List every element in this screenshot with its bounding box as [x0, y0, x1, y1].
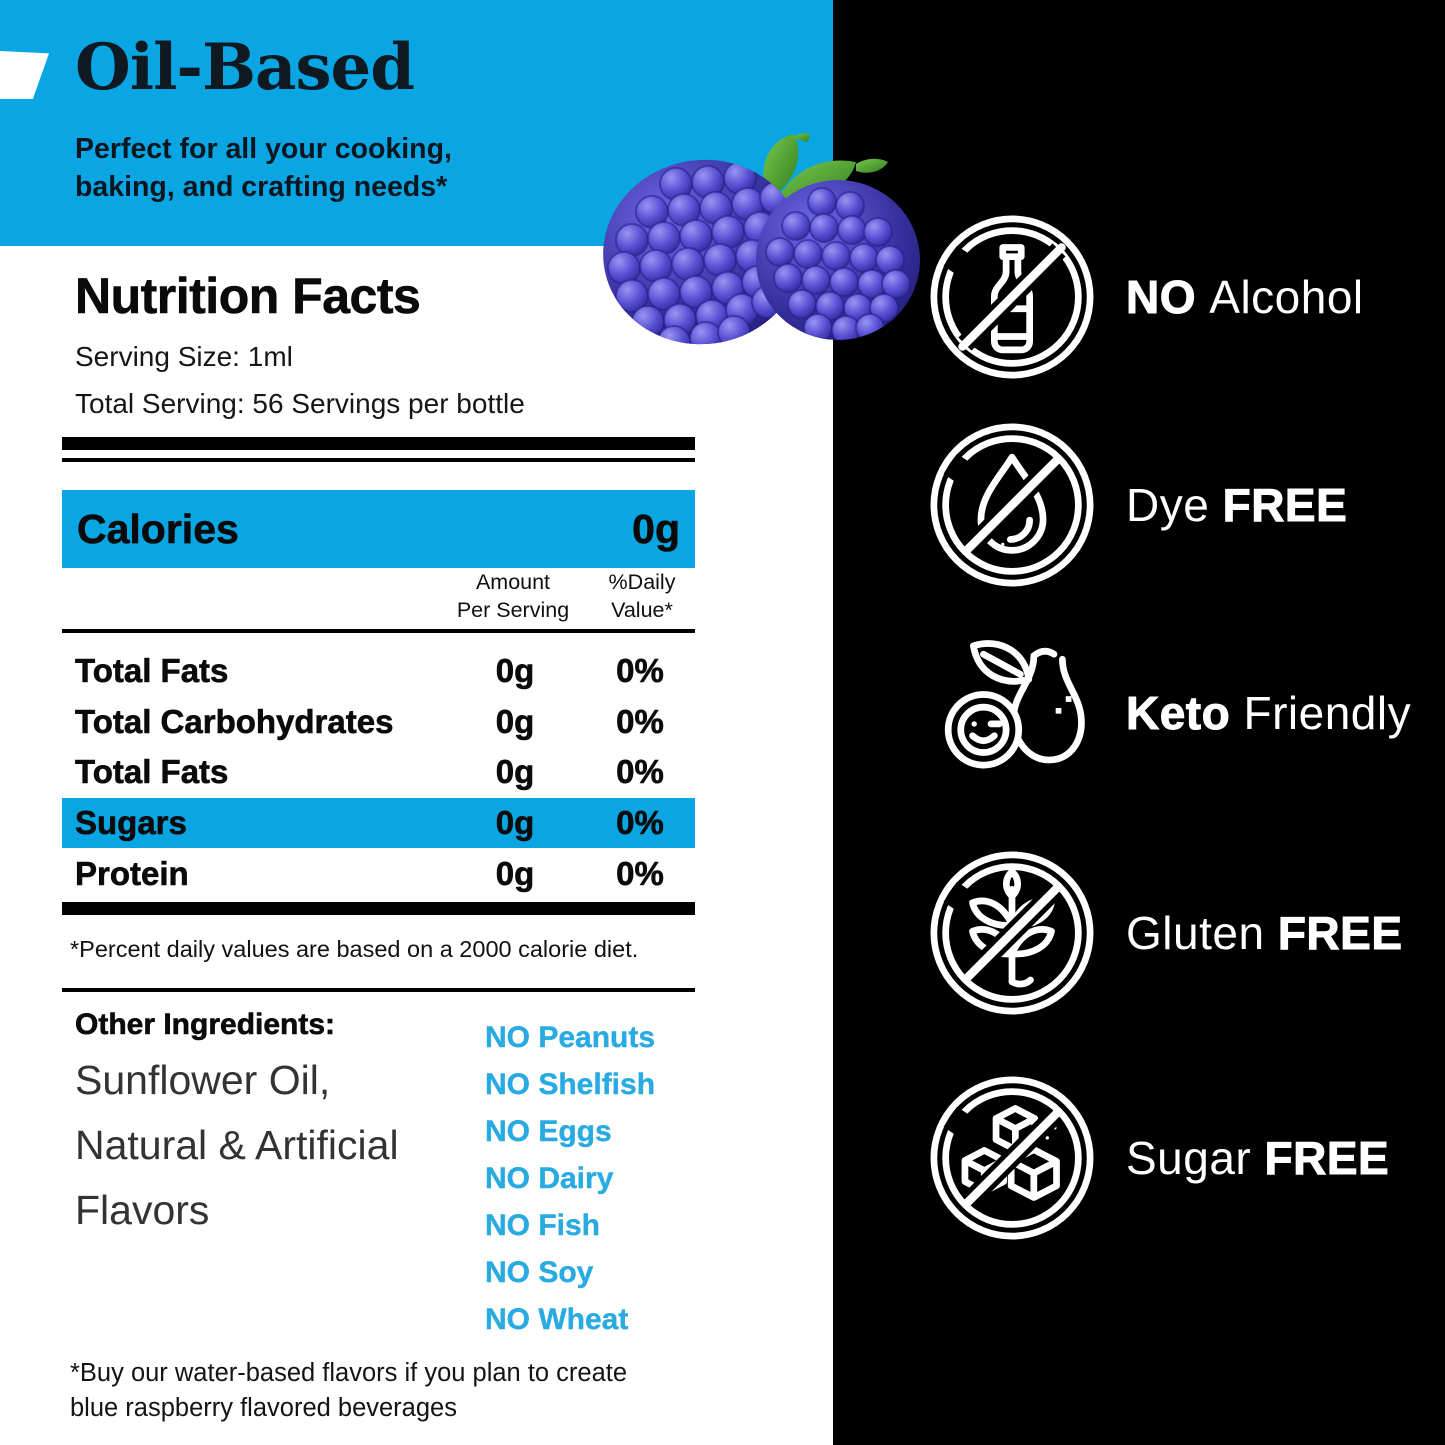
nutrient-amount: 0g — [495, 804, 535, 842]
nutrient-amount: 0g — [495, 854, 535, 892]
sugar-free-icon — [928, 1074, 1096, 1242]
nutrition-facts-title: Nutrition Facts — [75, 268, 421, 325]
calories-value: 0g — [632, 505, 680, 552]
allergen-item: NO Soy — [485, 1256, 594, 1289]
nutrient-label: Protein — [75, 854, 189, 892]
nutrient-label: Total Carbohydrates — [75, 702, 394, 741]
no-alcohol-icon — [928, 213, 1096, 381]
keto-friendly-icon — [928, 629, 1096, 797]
badges-panel: NO Alcohol Dye FREE Keto Friendly Gluten… — [833, 0, 1445, 1445]
nutrient-label: Sugars — [75, 804, 187, 842]
dye-free-icon — [928, 421, 1096, 589]
calories-label: Calories — [77, 505, 239, 552]
daily-value-footnote: *Percent daily values are based on a 200… — [70, 936, 639, 962]
badge-row: NO Alcohol — [833, 212, 1445, 382]
banner-subtitle: Perfect for all your cooking, baking, an… — [75, 133, 452, 203]
badge-label-part: Keto — [1126, 687, 1244, 740]
nutrient-amount: 0g — [495, 702, 535, 741]
allergen-item: NO Dairy — [485, 1162, 614, 1195]
ingredient-line: Flavors — [75, 1187, 210, 1233]
table-row: Total Fats 0g 0% — [62, 646, 695, 697]
nutrient-daily-value: 0% — [616, 854, 664, 892]
badge-label-part: NO — [1125, 271, 1210, 324]
serving-size: Serving Size: 1ml — [75, 341, 293, 372]
badge-label-part: FREE — [1277, 907, 1403, 960]
column-header-amount: Amount Per Serving — [456, 570, 570, 622]
badge-row: Dye FREE — [833, 420, 1445, 590]
badge-label: Keto Friendly — [1126, 686, 1411, 740]
badge-label-part: Sugar — [1126, 1132, 1265, 1184]
table-row: Protein 0g 0% — [62, 848, 695, 899]
nutrient-amount: 0g — [495, 652, 535, 690]
total-serving: Total Serving: 56 Servings per bottle — [75, 388, 525, 419]
black-panel — [833, 0, 1445, 1445]
blue-raspberries-image — [603, 133, 920, 357]
badge-label-part: Friendly — [1243, 687, 1412, 739]
badge-row: Keto Friendly — [833, 628, 1445, 798]
badge-label-part: FREE — [1264, 1132, 1390, 1185]
badge-label: Gluten FREE — [1126, 906, 1403, 960]
table-row: Total Fats 0g 0% — [62, 747, 695, 798]
allergen-item: NO Eggs — [485, 1115, 612, 1148]
divider-medium — [62, 629, 695, 633]
badge-label: Sugar FREE — [1126, 1131, 1389, 1185]
nutrient-daily-value: 0% — [616, 804, 664, 842]
badge-label-part: Gluten — [1126, 907, 1278, 959]
badge-label-part: Alcohol — [1209, 271, 1364, 323]
nutrient-amount: 0g — [495, 753, 535, 791]
allergen-item: NO Wheat — [485, 1303, 629, 1336]
badge-row: Gluten FREE — [833, 848, 1445, 1018]
allergen-item: NO Shelfish — [485, 1068, 656, 1101]
ingredient-line: Sunflower Oil, — [75, 1057, 331, 1103]
nutrition-table: Total Fats 0g 0% Total Carbohydrates 0g … — [62, 646, 695, 899]
allergen-item: NO Peanuts — [485, 1021, 656, 1054]
badge-label-part: FREE — [1222, 479, 1348, 532]
badge-label-part: Dye — [1126, 479, 1223, 531]
allergen-free-list: NO Peanuts NO Shelfish NO Eggs NO Dairy … — [485, 1021, 655, 1350]
divider-thin — [62, 458, 695, 462]
banner-notch-shape — [0, 51, 49, 99]
calories-bar: Calories 0g — [62, 490, 695, 568]
badge-label: Dye FREE — [1126, 478, 1347, 532]
nutrient-label: Total Fats — [75, 652, 229, 690]
nutrient-daily-value: 0% — [616, 652, 664, 690]
divider-thick-bottom — [62, 902, 695, 915]
table-column-headers: Amount Per Serving %Daily Value* — [62, 569, 695, 624]
ingredient-line: Natural & Artificial — [75, 1122, 399, 1168]
nutrient-daily-value: 0% — [616, 702, 664, 741]
badge-row: Sugar FREE — [833, 1073, 1445, 1243]
column-header-daily-value: %Daily Value* — [608, 570, 676, 622]
nutrient-daily-value: 0% — [616, 753, 664, 791]
divider-thin-bottom — [62, 988, 695, 992]
page-title: Oil-Based — [75, 30, 415, 105]
allergen-item: NO Fish — [485, 1209, 601, 1242]
table-row: Sugars 0g 0% — [62, 797, 695, 849]
nutrient-label: Total Fats — [75, 753, 229, 791]
other-ingredients-heading: Other Ingredients: — [75, 1008, 336, 1042]
table-row: Total Carbohydrates 0g 0% — [62, 697, 695, 748]
gluten-free-icon — [928, 849, 1096, 1017]
divider-thick — [62, 437, 695, 450]
water-based-footnote: *Buy our water-based flavors if you plan… — [70, 1359, 628, 1423]
badge-label: NO Alcohol — [1125, 270, 1364, 324]
ingredients-list: Sunflower Oil, Natural & Artificial Flav… — [75, 1048, 495, 1243]
